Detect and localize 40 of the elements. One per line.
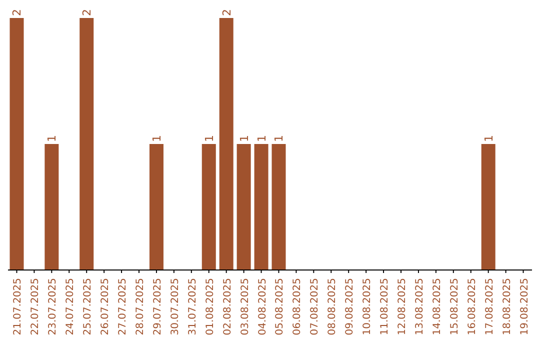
x-tick-label: 27.07.2025	[118, 278, 129, 336]
x-tick-label: 16.08.2025	[466, 278, 478, 336]
data-label: 2	[80, 9, 94, 16]
x-tick-label: 22.07.2025	[30, 278, 42, 336]
data-label: 1	[46, 135, 59, 142]
data-label: 1	[238, 135, 251, 142]
x-tick-label: 31.07.2025	[187, 278, 198, 336]
x-tick-label: 17.08.2025	[484, 278, 496, 336]
x-tick-label: 01.08.2025	[204, 278, 216, 336]
x-tick-label: 21.07.2025	[12, 278, 24, 336]
x-tick-label: 08.08.2025	[327, 278, 338, 336]
x-tick-label: 19.08.2025	[519, 278, 530, 336]
x-tick-label: 23.07.2025	[48, 278, 59, 336]
x-tick-label: 14.08.2025	[432, 278, 443, 336]
x-tick-label: 28.07.2025	[135, 278, 146, 336]
x-tick-label: 30.07.2025	[170, 278, 181, 336]
data-label: 2	[10, 9, 24, 16]
x-tick-label: 26.07.2025	[100, 278, 112, 336]
x-tick-label: 03.08.2025	[240, 278, 251, 336]
data-label: 2	[220, 9, 234, 16]
x-tick-label: 15.08.2025	[449, 278, 460, 336]
data-label: 1	[272, 135, 286, 142]
x-tick-label: 02.08.2025	[222, 278, 234, 336]
x-tick-label: 13.08.2025	[414, 278, 426, 336]
x-tick-label: 25.07.2025	[82, 278, 94, 336]
x-tick-label: 07.08.2025	[310, 278, 321, 336]
x-tick-label: 09.08.2025	[344, 278, 356, 336]
x-tick-label: 11.08.2025	[380, 278, 391, 336]
x-tick-label: 06.08.2025	[292, 278, 304, 336]
data-label: 1	[202, 135, 216, 142]
x-tick-label: 24.07.2025	[65, 278, 76, 336]
data-label: 1	[150, 135, 164, 142]
x-tick-label: 10.08.2025	[362, 278, 374, 336]
data-label: 1	[482, 135, 496, 142]
x-tick-label: 04.08.2025	[257, 278, 268, 336]
data-label: 1	[255, 135, 268, 142]
x-tick-label: 05.08.2025	[274, 278, 286, 336]
x-tick-label: 12.08.2025	[397, 278, 408, 336]
x-tick-label: 18.08.2025	[502, 278, 513, 336]
x-tick-label: 29.07.2025	[152, 278, 164, 336]
